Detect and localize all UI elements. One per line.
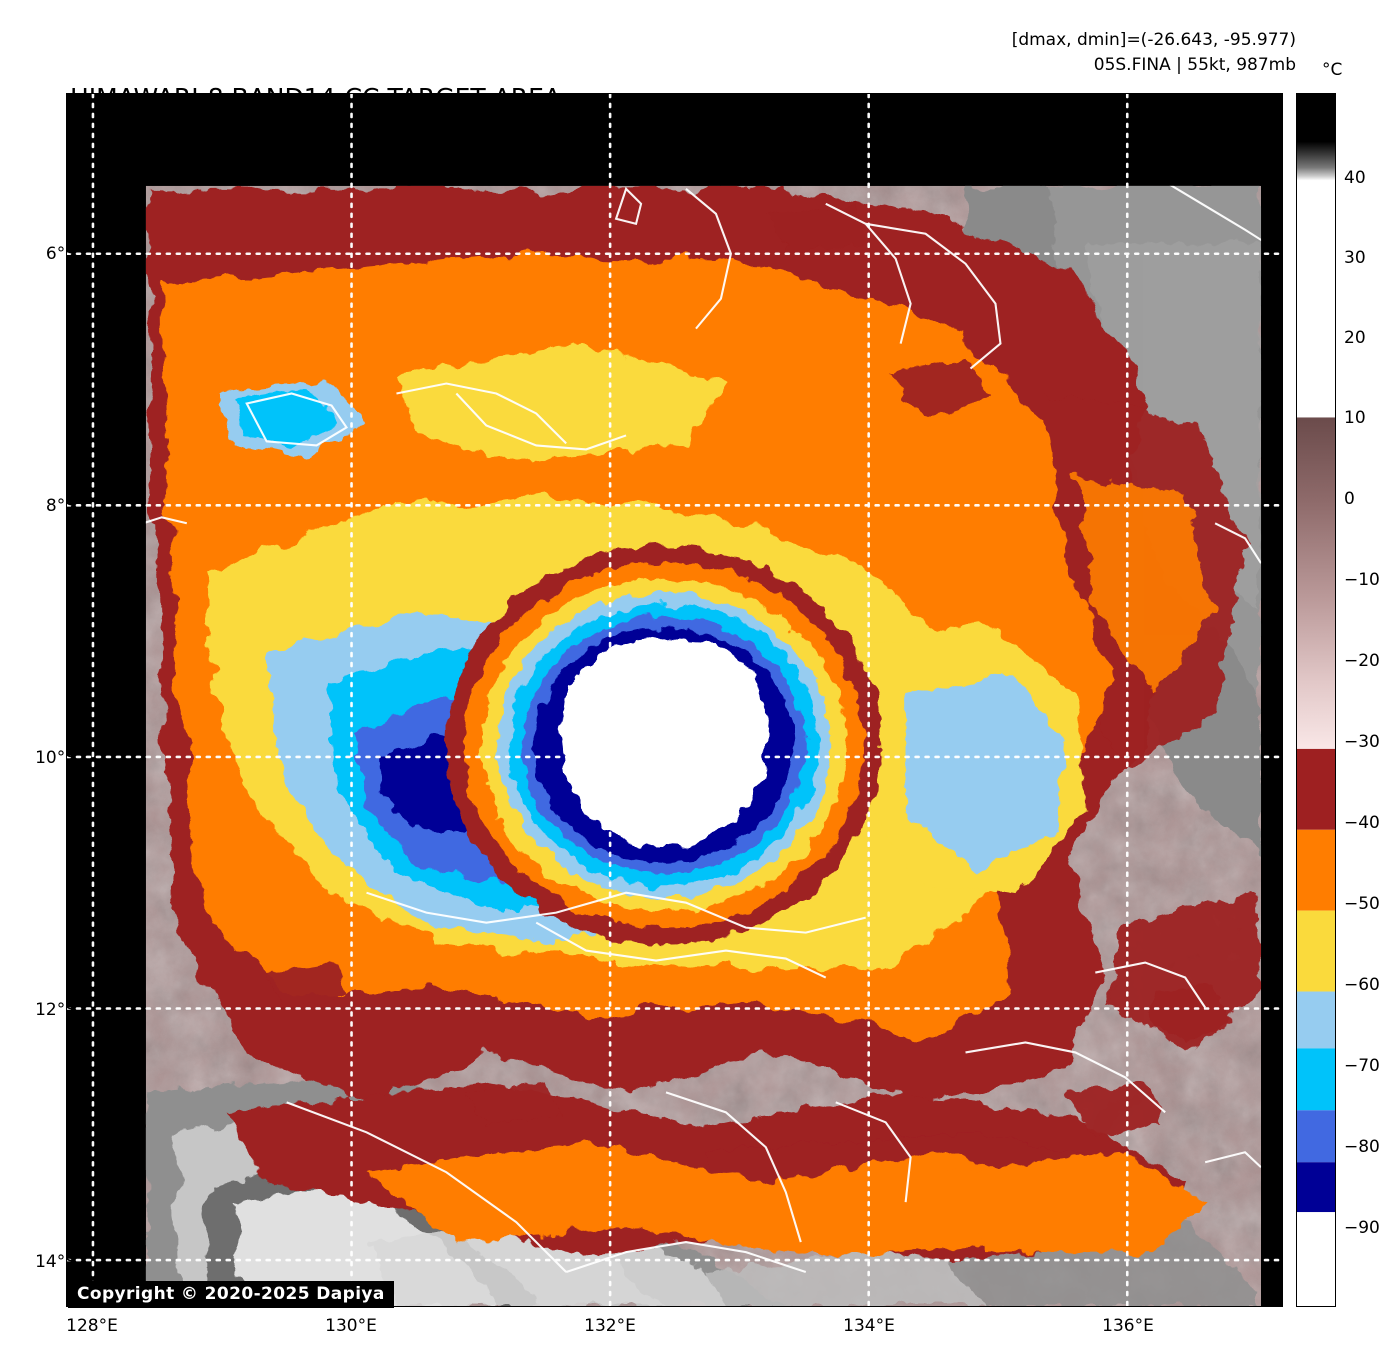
satellite-raster <box>67 94 1282 1306</box>
y-tick-label-2: 10°S <box>35 748 76 768</box>
storm-info-label: 05S.FINA | 55kt, 987mb <box>1093 55 1296 75</box>
colorbar-tick-7: −30 <box>1344 732 1380 752</box>
y-tick-label-1: 8°S <box>45 496 76 516</box>
colorbar-tick-0: 40 <box>1344 168 1366 188</box>
x-tick-label-1: 130°E <box>325 1316 377 1336</box>
y-tick-label-0: 6°S <box>45 244 76 264</box>
colorbar-tick-9: −50 <box>1344 894 1380 914</box>
colorbar-gradient <box>1297 94 1335 1306</box>
colorbar-tick-6: −20 <box>1344 651 1380 671</box>
metadata-block: [dmax, dmin]=(-26.643, -95.977) 05S.FINA… <box>1012 28 1296 78</box>
x-tick-label-0: 128°E <box>66 1316 118 1336</box>
colorbar-tick-3: 10 <box>1344 408 1366 428</box>
colorbar-tick-13: −90 <box>1344 1218 1380 1238</box>
coastline-overlay <box>145 185 1262 1274</box>
x-tick-label-3: 134°E <box>843 1316 895 1336</box>
colorbar-tick-5: −10 <box>1344 570 1380 590</box>
colorbar-tick-11: −70 <box>1344 1056 1380 1076</box>
colorbar-tick-10: −60 <box>1344 975 1380 995</box>
colorbar-tick-2: 20 <box>1344 328 1366 348</box>
x-tick-label-4: 136°E <box>1102 1316 1154 1336</box>
satellite-image-plot[interactable] <box>66 93 1283 1307</box>
temperature-colorbar[interactable] <box>1296 93 1336 1307</box>
colorbar-tick-8: −40 <box>1344 813 1380 833</box>
colorbar-tick-4: 0 <box>1344 489 1355 509</box>
colorbar-unit-label: °C <box>1322 60 1343 80</box>
colorbar-tick-12: −80 <box>1344 1137 1380 1157</box>
x-tick-label-2: 132°E <box>584 1316 636 1336</box>
y-tick-label-3: 12°S <box>35 1000 76 1020</box>
colorbar-tick-1: 30 <box>1344 248 1366 268</box>
gridlines <box>67 94 1282 1306</box>
copyright-banner: Copyright © 2020-2025 Dapiya <box>68 1281 394 1308</box>
y-tick-label-4: 14°S <box>35 1252 76 1272</box>
data-minmax-label: [dmax, dmin]=(-26.643, -95.977) <box>1011 30 1296 50</box>
